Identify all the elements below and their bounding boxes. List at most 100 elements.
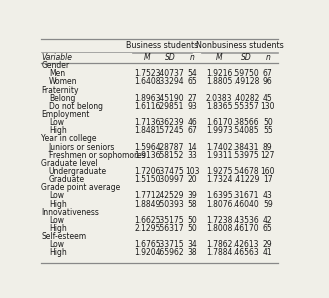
- Text: 1.7712: 1.7712: [134, 191, 161, 201]
- Text: 1.9973: 1.9973: [206, 126, 232, 135]
- Text: 29: 29: [263, 240, 273, 249]
- Text: .38431: .38431: [233, 142, 259, 152]
- Text: .49128: .49128: [233, 77, 259, 86]
- Text: .65962: .65962: [157, 249, 184, 257]
- Text: 1.6765: 1.6765: [134, 240, 161, 249]
- Text: Self-esteem: Self-esteem: [41, 232, 86, 241]
- Text: 1.8849: 1.8849: [134, 200, 161, 209]
- Text: 93: 93: [188, 102, 197, 111]
- Text: .42529: .42529: [157, 191, 184, 201]
- Text: .59750: .59750: [233, 69, 259, 78]
- Text: .30997: .30997: [157, 175, 184, 184]
- Text: Employment: Employment: [41, 110, 89, 119]
- Text: 65: 65: [263, 224, 273, 233]
- Text: 45: 45: [263, 94, 273, 103]
- Text: .46170: .46170: [233, 224, 259, 233]
- Text: 1.8008: 1.8008: [206, 224, 232, 233]
- Text: 1.8076: 1.8076: [206, 200, 232, 209]
- Text: .40737: .40737: [157, 69, 184, 78]
- Text: 1.7523: 1.7523: [134, 69, 161, 78]
- Text: 1.7884: 1.7884: [206, 249, 232, 257]
- Text: 27: 27: [188, 94, 197, 103]
- Text: .43536: .43536: [233, 216, 259, 225]
- Text: 1.9136: 1.9136: [134, 151, 161, 160]
- Text: Innovativeness: Innovativeness: [41, 208, 99, 217]
- Text: 39: 39: [188, 191, 197, 201]
- Text: Low: Low: [49, 118, 64, 127]
- Text: 65: 65: [188, 77, 197, 86]
- Text: 67: 67: [263, 69, 273, 78]
- Text: .31671: .31671: [233, 191, 259, 201]
- Text: Nonbusiness students: Nonbusiness students: [196, 41, 284, 50]
- Text: 89: 89: [263, 142, 273, 152]
- Text: 1.8963: 1.8963: [134, 94, 161, 103]
- Text: 34: 34: [188, 240, 197, 249]
- Text: .46040: .46040: [233, 200, 259, 209]
- Text: .56317: .56317: [157, 224, 184, 233]
- Text: Fraternity: Fraternity: [41, 86, 79, 94]
- Text: Undergraduate: Undergraduate: [49, 167, 107, 176]
- Text: 1.7238: 1.7238: [206, 216, 232, 225]
- Text: 50: 50: [263, 118, 273, 127]
- Text: M: M: [144, 53, 151, 62]
- Text: Low: Low: [49, 191, 64, 201]
- Text: 41: 41: [263, 249, 273, 257]
- Text: 1.9311: 1.9311: [206, 151, 232, 160]
- Text: 33: 33: [188, 151, 197, 160]
- Text: Year in college: Year in college: [41, 134, 97, 143]
- Text: 1.7402: 1.7402: [206, 142, 232, 152]
- Text: Graduate level: Graduate level: [41, 159, 98, 168]
- Text: Gender: Gender: [41, 61, 69, 70]
- Text: 1.8365: 1.8365: [206, 102, 232, 111]
- Text: .54678: .54678: [233, 167, 259, 176]
- Text: M: M: [216, 53, 222, 62]
- Text: .41229: .41229: [233, 175, 259, 184]
- Text: 43: 43: [263, 191, 273, 201]
- Text: High: High: [49, 126, 66, 135]
- Text: .37475: .37475: [157, 167, 184, 176]
- Text: SD: SD: [240, 53, 251, 62]
- Text: .57245: .57245: [157, 126, 184, 135]
- Text: .46563: .46563: [233, 249, 259, 257]
- Text: n: n: [190, 53, 195, 62]
- Text: Low: Low: [49, 240, 64, 249]
- Text: 46: 46: [188, 118, 197, 127]
- Text: 1.7862: 1.7862: [206, 240, 232, 249]
- Text: 59: 59: [263, 200, 273, 209]
- Text: Grade point average: Grade point average: [41, 183, 120, 192]
- Text: 1.6408: 1.6408: [134, 77, 161, 86]
- Text: 1.6625: 1.6625: [134, 216, 161, 225]
- Text: .53975: .53975: [233, 151, 259, 160]
- Text: 127: 127: [261, 151, 275, 160]
- Text: Juniors or seniors: Juniors or seniors: [49, 142, 115, 152]
- Text: 1.6395: 1.6395: [206, 191, 232, 201]
- Text: .29851: .29851: [158, 102, 184, 111]
- Text: .55357: .55357: [233, 102, 259, 111]
- Text: 1.9275: 1.9275: [206, 167, 232, 176]
- Text: 1.9216: 1.9216: [206, 69, 232, 78]
- Text: High: High: [49, 249, 66, 257]
- Text: 1.8805: 1.8805: [206, 77, 232, 86]
- Text: 1.5964: 1.5964: [134, 142, 161, 152]
- Text: 1.8481: 1.8481: [134, 126, 161, 135]
- Text: 130: 130: [261, 102, 275, 111]
- Text: 1.7206: 1.7206: [134, 167, 161, 176]
- Text: Freshmen or sophomores: Freshmen or sophomores: [49, 151, 145, 160]
- Text: 67: 67: [188, 126, 197, 135]
- Text: 1.6170: 1.6170: [206, 118, 232, 127]
- Text: 17: 17: [263, 175, 273, 184]
- Text: 58: 58: [188, 200, 197, 209]
- Text: .45190: .45190: [157, 94, 184, 103]
- Text: 20: 20: [188, 175, 197, 184]
- Text: .28787: .28787: [158, 142, 184, 152]
- Text: 96: 96: [263, 77, 273, 86]
- Text: High: High: [49, 200, 66, 209]
- Text: .38566: .38566: [233, 118, 259, 127]
- Text: Business students: Business students: [126, 41, 198, 50]
- Text: Low: Low: [49, 216, 64, 225]
- Text: 14: 14: [188, 142, 197, 152]
- Text: .42613: .42613: [233, 240, 259, 249]
- Text: Women: Women: [49, 77, 77, 86]
- Text: 103: 103: [185, 167, 200, 176]
- Text: 1.9204: 1.9204: [134, 249, 161, 257]
